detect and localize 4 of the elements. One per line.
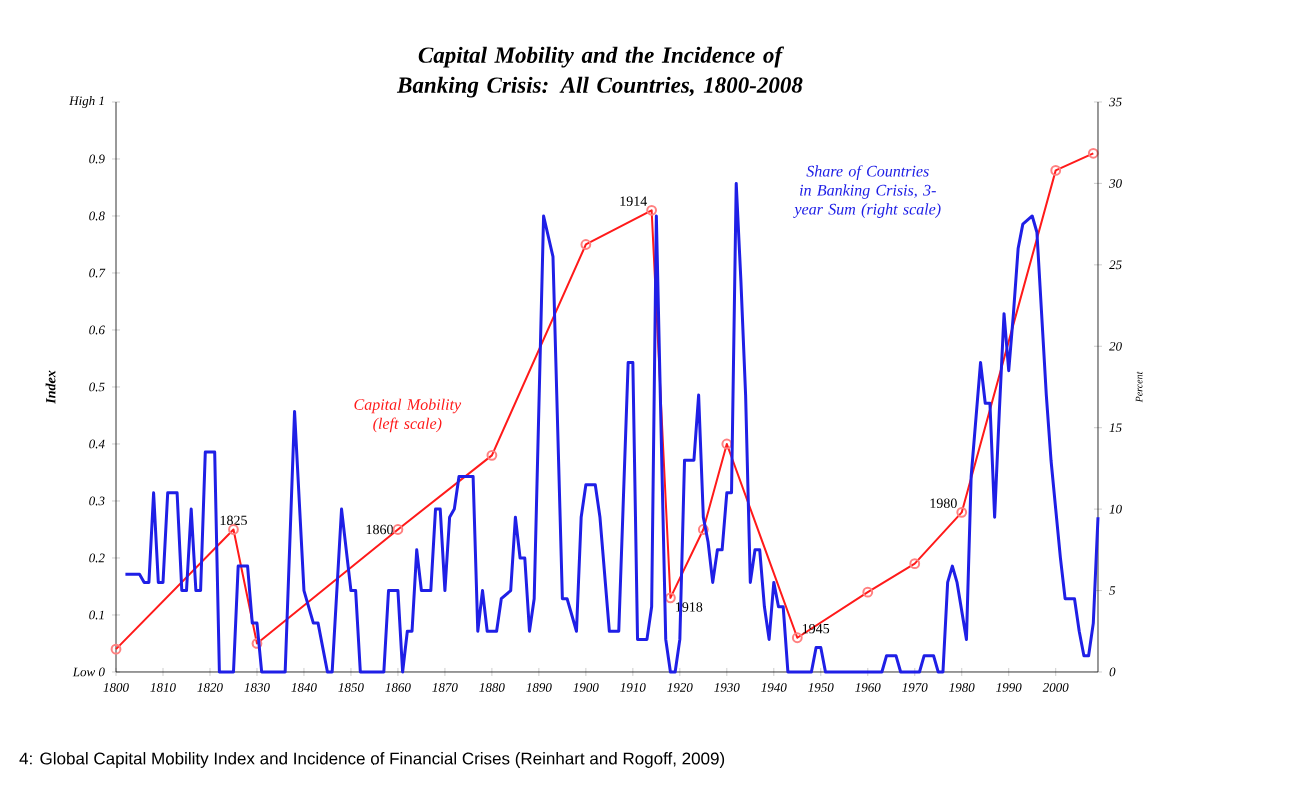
text: 4: Global Capital Mobility Index and Incidence of Financial Crises (Reinhart and Rogoff, 2009) bbox=[19, 752, 725, 768]
chart-title: Capital Mobility and the Incidence of Banking Crisis: All Countries, 1800-2008 bbox=[396, 46, 803, 98]
text: Share of Countries in Banking Crisis, 3-year Sum (right scale) bbox=[793, 165, 941, 218]
text: Capital Mobility (left scale) bbox=[354, 398, 462, 433]
